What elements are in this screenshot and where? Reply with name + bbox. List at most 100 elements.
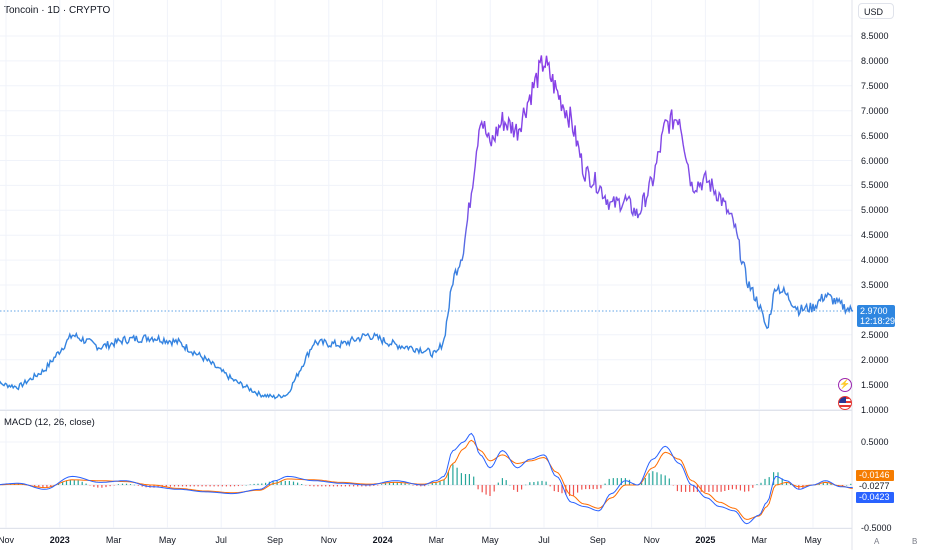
histogram-bar [648, 473, 650, 485]
histogram-bar [369, 485, 371, 487]
histogram-bar [105, 485, 107, 488]
histogram-bar [117, 484, 119, 485]
histogram-bar [257, 483, 259, 485]
histogram-bar [38, 485, 40, 488]
macd-indicator-title[interactable]: MACD (12, 26, close) [4, 417, 95, 428]
histogram-bar [435, 482, 437, 485]
signal-value-badge: -0.0423 [856, 492, 894, 503]
price-tick-label: 6.0000 [861, 155, 889, 166]
histogram-bar [329, 485, 331, 487]
histogram-bar [205, 485, 207, 487]
histogram-bar [261, 483, 263, 485]
histogram-bar [377, 485, 379, 486]
histogram-bar [826, 482, 828, 485]
histogram-bar [731, 485, 733, 490]
histogram-bar [388, 482, 391, 485]
time-axis-label: May [481, 535, 499, 545]
us-flag-icon[interactable] [838, 396, 852, 410]
histogram-bar [113, 485, 115, 486]
histogram-bar [185, 485, 187, 487]
histogram-bar [464, 474, 467, 485]
histogram-bar [177, 485, 180, 487]
histogram-bar [225, 485, 227, 487]
histogram-bar [427, 484, 430, 486]
histogram-bar [850, 483, 852, 485]
histogram-bar [357, 485, 359, 487]
time-axis-label: Jul [215, 535, 227, 545]
time-axis-label: May [158, 535, 176, 545]
histogram-bar [209, 485, 211, 487]
histogram-bar [565, 485, 567, 495]
histogram-bar [656, 472, 658, 485]
histogram-bar [404, 483, 406, 485]
time-axis-label: Mar [751, 535, 767, 545]
histogram-bar [641, 483, 643, 485]
price-tick-label: 5.5000 [861, 180, 889, 191]
histogram-bar [400, 482, 402, 485]
histogram-bar [332, 485, 335, 487]
histogram-bar [456, 467, 458, 485]
price-tick-label: 8.5000 [861, 31, 889, 41]
histogram-bar [756, 484, 758, 485]
histogram-bar [73, 479, 75, 485]
histogram-bar [533, 482, 535, 485]
histogram-bar [125, 483, 128, 485]
price-series-line [0, 55, 854, 400]
price-tick-label: 8.0000 [861, 55, 889, 66]
currency-button[interactable]: USD [858, 3, 894, 19]
b-button[interactable]: B [912, 537, 918, 546]
histogram-bar [58, 483, 60, 485]
histogram-bar [280, 480, 282, 485]
histogram-bar [585, 485, 587, 490]
histogram-bar [489, 485, 491, 496]
histogram-bar [452, 464, 454, 485]
flash-icon[interactable]: ⚡ [838, 378, 852, 392]
histogram-bar [790, 484, 792, 485]
histogram-bar [794, 485, 796, 488]
histogram-bar [34, 485, 36, 487]
histogram-bar [509, 485, 511, 486]
histogram-bar [424, 485, 426, 487]
histogram-bar [137, 485, 139, 486]
histogram-bar [537, 481, 539, 485]
histogram-bar [181, 485, 184, 487]
grid-lines [0, 0, 852, 529]
price-tick-label: 3.5000 [861, 280, 889, 290]
histogram-bar [348, 485, 351, 487]
histogram-bar [513, 485, 515, 490]
time-axis-label: 2024 [372, 535, 393, 545]
histogram-bar [525, 484, 527, 486]
histogram-bar [249, 484, 251, 485]
histogram-bar [724, 485, 726, 491]
histogram-bar [588, 485, 591, 490]
histogram-bar [569, 485, 571, 496]
time-axis-label: Nov [320, 535, 337, 545]
time-axis-label: Jul [538, 535, 550, 545]
histogram-bar [549, 485, 551, 487]
histogram-bar [616, 478, 618, 485]
histogram-bar [353, 485, 355, 487]
histogram-bar [229, 485, 232, 487]
macd-series-line [0, 432, 853, 525]
histogram-bar [65, 480, 68, 485]
histogram-bar [321, 485, 323, 487]
histogram-bar [652, 471, 654, 485]
histogram-bar [708, 485, 710, 492]
current-price-label: 2.9700 12:18:29 [857, 305, 895, 327]
histogram-bar [557, 485, 559, 492]
auto-scale-button[interactable]: A [874, 537, 880, 546]
histogram-bar [408, 484, 410, 485]
price-tick-label: 5.0000 [861, 205, 889, 216]
histogram-bar [412, 485, 414, 486]
time-axis-label: Nov [643, 535, 660, 545]
histogram-bar [830, 483, 832, 485]
histogram-bar [340, 485, 342, 487]
histogram-value-badge: -0.0146 [856, 470, 894, 481]
histogram-bar [416, 485, 418, 486]
histogram-bar [581, 485, 583, 490]
histogram-bar [685, 485, 687, 492]
price-tick-label: 4.0000 [861, 255, 889, 266]
current-price-value: 2.9700 [860, 306, 888, 316]
price-tick-label: 7.5000 [861, 80, 889, 91]
